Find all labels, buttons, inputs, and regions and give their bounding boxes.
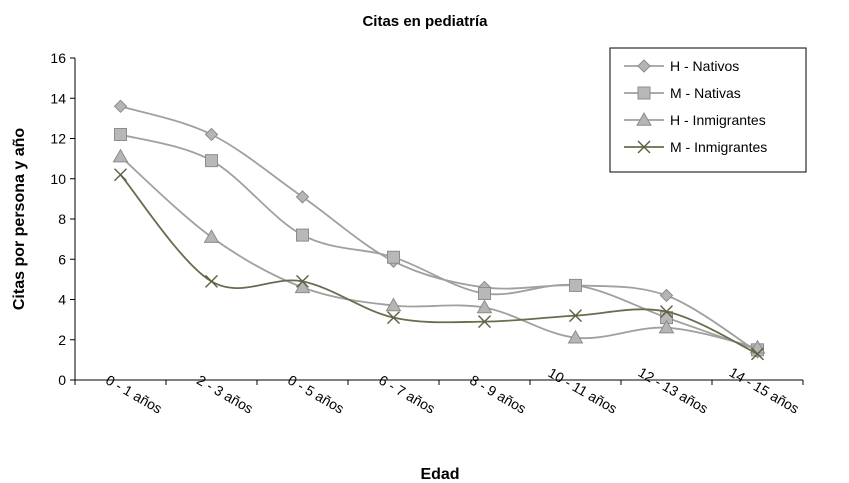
data-point — [567, 329, 584, 344]
data-point — [205, 274, 218, 288]
legend-marker — [637, 86, 651, 100]
data-point — [569, 309, 582, 323]
data-point — [112, 148, 129, 163]
chart-title: Citas en pediatría — [362, 13, 488, 30]
y-tick-label: 10 — [50, 171, 66, 187]
legend-entry: H - Nativos — [624, 58, 739, 74]
data-point — [294, 279, 311, 294]
legend-label: H - Nativos — [670, 58, 739, 74]
legend-entry: M - Inmigrantes — [624, 139, 767, 155]
data-point — [385, 297, 402, 312]
legend-label: M - Nativas — [670, 85, 741, 101]
data-point — [205, 154, 218, 168]
y-tick-label: 4 — [58, 292, 66, 308]
data-point — [114, 168, 127, 182]
data-point — [203, 229, 220, 243]
data-point — [478, 315, 491, 329]
data-point — [114, 127, 127, 141]
legend: H - Nativos M - Nativas H - Inmigrantes M -… — [609, 47, 807, 173]
legend-label: H - Inmigrantes — [670, 112, 766, 128]
y-tick-label: 8 — [58, 211, 66, 227]
data-point — [113, 99, 128, 114]
legend-label: M - Inmigrantes — [670, 139, 767, 155]
x-axis-label: Edad — [420, 466, 459, 483]
series-line — [120, 133, 758, 351]
y-tick-label: 2 — [58, 332, 66, 348]
data-point — [659, 288, 674, 303]
series-layer — [112, 99, 766, 361]
x-tick-label: 0 - 1 años — [103, 372, 165, 417]
data-point — [476, 299, 493, 314]
x-tick-label: 0 - 5 años — [285, 372, 347, 417]
x-tick-label: 8 - 9 años — [467, 372, 529, 417]
data-point — [387, 311, 400, 325]
y-tick-label: 6 — [58, 251, 66, 267]
legend-entry: M - Nativas — [624, 85, 741, 101]
data-point — [296, 274, 309, 288]
x-tick-label: 2 - 3 años — [194, 372, 256, 417]
x-tick-label: 12 - 13 años — [636, 364, 711, 417]
data-point — [751, 347, 764, 361]
data-point — [295, 190, 310, 204]
y-axis-label: Citas por persona y año — [11, 128, 28, 310]
legend-marker — [637, 59, 651, 73]
data-point — [478, 286, 491, 300]
y-tick-label: 14 — [50, 90, 66, 106]
data-point — [660, 305, 673, 319]
legend-entry: H - Inmigrantes — [624, 111, 766, 128]
x-tick-label: 14 - 15 años — [727, 364, 802, 417]
legend-marker — [637, 140, 651, 154]
y-tick-label: 0 — [58, 372, 66, 388]
legend-marker — [636, 111, 652, 126]
data-point — [569, 278, 582, 292]
data-point — [658, 319, 675, 334]
y-tick-label: 16 — [50, 50, 66, 66]
data-point — [204, 127, 219, 142]
y-tick-label: 12 — [50, 131, 66, 147]
series-x — [114, 168, 764, 361]
x-tick-label: 6 - 7 años — [376, 372, 438, 417]
data-point — [296, 228, 309, 242]
x-tick-label: 10 - 11 años — [545, 364, 620, 416]
data-point — [387, 250, 400, 264]
